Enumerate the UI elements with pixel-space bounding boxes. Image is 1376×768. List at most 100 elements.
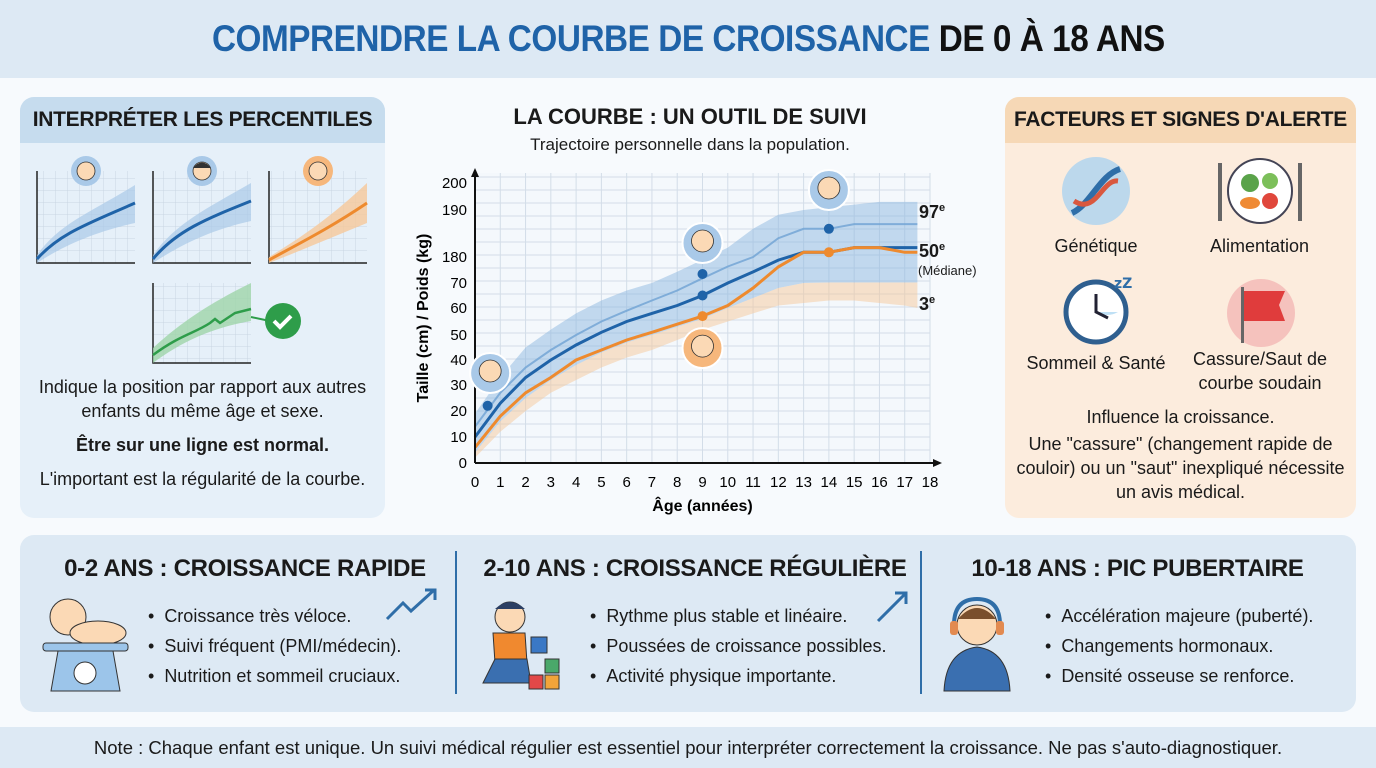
percentile-regularity-note: L'important est la régularité de la cour… xyxy=(39,469,366,489)
stage-title: 2-10 ANS : CROISSANCE RÉGULIÈRE xyxy=(483,555,907,582)
baby-scale-icon xyxy=(42,598,129,692)
chart-subtitle: Trajectoire personnelle dans la populati… xyxy=(530,135,850,154)
percentile-label-97: 97e xyxy=(919,202,945,223)
factor-sleep-label: Sommeil & Santé xyxy=(1026,353,1166,373)
y-axis-label: Taille (cm) / Poids (kg) xyxy=(415,234,432,403)
percentile-normal-note: Être sur une ligne est normal. xyxy=(75,435,330,455)
factor-genetics-label: Génétique xyxy=(1054,236,1138,256)
x-tick-label: 14 xyxy=(821,474,838,491)
mini-charts xyxy=(35,156,368,364)
factors-panel: FACTEURS ET SIGNES D'ALERTE Génétique Al… xyxy=(1005,97,1356,518)
x-axis-label: Âge (années) xyxy=(652,496,752,515)
percentile-label-97-sup: e xyxy=(939,202,946,214)
stage-item: Nutrition et sommeil cruciaux. xyxy=(148,661,401,691)
axis-lines xyxy=(474,171,938,464)
x-tick-label: 17 xyxy=(896,474,913,491)
teen-headphones-icon xyxy=(943,596,1011,692)
percentile-band xyxy=(475,201,918,453)
factor-nutrition-label: Alimentation xyxy=(1209,236,1310,256)
mini-chart-girl xyxy=(268,156,368,264)
y-axis-arrow xyxy=(471,168,479,177)
stage-item: Activité physique importante. xyxy=(590,661,886,691)
mini-chart-regular xyxy=(152,283,301,364)
mini-chart-baby xyxy=(35,156,136,264)
percentile-label-3-sup: e xyxy=(929,294,936,306)
check-icon xyxy=(265,303,301,339)
stage-title: 0-2 ANS : CROISSANCE RAPIDE xyxy=(64,555,426,582)
data-point xyxy=(697,311,708,322)
factors-heading: FACTEURS ET SIGNES D'ALERTE xyxy=(1005,97,1356,143)
y-tick-label: 30 xyxy=(450,377,467,394)
age-stages: 0-2 ANS : CROISSANCE RAPIDE Croissance t… xyxy=(20,535,1356,712)
x-tick-label: 8 xyxy=(673,474,681,491)
stage-item: Changements hormonaux. xyxy=(1045,631,1313,661)
percentiles-heading: INTERPRÉTER LES PERCENTILES xyxy=(20,97,385,143)
percentile-band xyxy=(475,282,918,458)
title-part-2: DE 0 À 18 ANS xyxy=(938,18,1165,59)
data-point xyxy=(823,247,834,258)
percentile-explanation: Indique la position par rapport aux autr… xyxy=(38,377,367,421)
y-tick-label: 10 xyxy=(450,429,467,446)
arrow-up-right-icon xyxy=(876,591,908,623)
x-tick-label: 1 xyxy=(496,474,504,491)
median-note: (Médiane) xyxy=(918,263,977,278)
factors-alert-text: Une "cassure" (changement rapide de coul… xyxy=(1016,434,1345,502)
percentile-label-50: 50e xyxy=(919,241,945,262)
x-tick-label: 12 xyxy=(770,474,787,491)
footer-note: Note : Chaque enfant est unique. Un suiv… xyxy=(0,727,1376,768)
dna-icon xyxy=(1062,157,1130,225)
y-tick-label: 70 xyxy=(450,275,467,292)
x-tick-label: 16 xyxy=(871,474,888,491)
y-tick-label: 200 xyxy=(442,175,467,192)
stage-divider xyxy=(920,551,922,694)
x-tick-label: 4 xyxy=(572,474,580,491)
x-tick-label: 0 xyxy=(471,474,479,491)
y-tick-label: 180 xyxy=(442,249,467,266)
data-point xyxy=(697,269,708,280)
child-blocks-icon xyxy=(482,601,560,690)
percentiles-panel: INTERPRÉTER LES PERCENTILES xyxy=(20,97,385,518)
x-tick-label: 13 xyxy=(795,474,812,491)
red-flag-icon xyxy=(1227,279,1295,347)
y-tick-label: 50 xyxy=(450,327,467,344)
y-tick-label: 0 xyxy=(459,455,467,472)
factors-influence: Influence la croissance. xyxy=(1086,407,1275,427)
x-tick-label: 6 xyxy=(622,474,630,491)
y-tick-label: 40 xyxy=(450,352,467,369)
y-tick-label: 20 xyxy=(450,403,467,420)
data-point xyxy=(482,400,493,411)
x-axis-arrow xyxy=(933,459,942,467)
trend-up-icon xyxy=(385,588,437,621)
y-tick-label: 60 xyxy=(450,300,467,317)
x-tick-label: 11 xyxy=(745,474,761,491)
clock-icon: zZ xyxy=(1063,276,1132,345)
stage-item: Densité osseuse se renforce. xyxy=(1045,661,1313,691)
svg-text:zZ: zZ xyxy=(1114,276,1132,292)
stage-list: Accélération majeure (puberté). Changeme… xyxy=(1045,601,1313,691)
percentile-label-3-num: 3 xyxy=(919,294,930,314)
percentile-label-97-num: 97 xyxy=(919,202,940,222)
percentile-label-3: 3e xyxy=(919,294,935,315)
stage-item: Rythme plus stable et linéaire. xyxy=(590,601,886,631)
baby-avatar-icon-face xyxy=(478,359,502,383)
x-tick-label: 7 xyxy=(648,474,656,491)
stage-item: Suivi fréquent (PMI/médecin). xyxy=(148,631,401,661)
growth-chart: 0 1 2 3 4 5 6 7 8 9 10 11 12 13 14 15 16 17 18010203040506… xyxy=(415,168,942,515)
y-tick-label: 190 xyxy=(442,202,467,219)
data-point xyxy=(823,223,834,234)
x-tick-label: 5 xyxy=(597,474,605,491)
girl-avatar-icon-face xyxy=(691,334,714,358)
teen-avatar-icon-face xyxy=(817,176,841,200)
percentile-label-50-num: 50 xyxy=(919,241,940,261)
title-bar: COMPRENDRE LA COURBE DE CROISSANCE DE 0 … xyxy=(0,0,1376,78)
x-tick-label: 2 xyxy=(521,474,529,491)
plate-icon xyxy=(1218,158,1302,224)
x-tick-label: 10 xyxy=(719,474,736,491)
percentile-label-50-sup: e xyxy=(939,241,946,253)
stage-list: Rythme plus stable et linéaire. Poussées… xyxy=(590,601,886,691)
x-tick-label: 15 xyxy=(846,474,863,491)
title-part-1: COMPRENDRE LA COURBE DE CROISSANCE xyxy=(211,18,930,59)
stage-title: 10-18 ANS : PIC PUBERTAIRE xyxy=(971,555,1304,582)
stage-divider xyxy=(455,551,457,694)
boy-avatar-icon-face xyxy=(691,229,714,253)
